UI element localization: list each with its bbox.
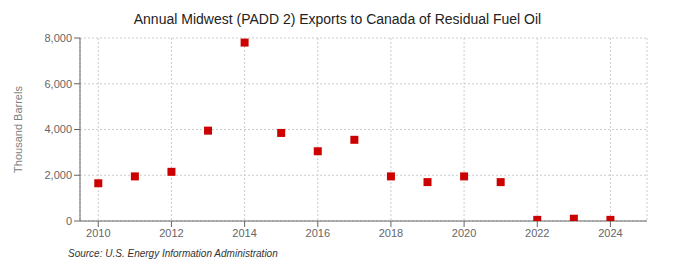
svg-text:2014: 2014 [232,227,256,239]
svg-text:2,000: 2,000 [44,169,72,181]
svg-text:4,000: 4,000 [44,123,72,135]
svg-text:2010: 2010 [86,227,110,239]
svg-text:Thousand Barrels: Thousand Barrels [12,86,24,173]
svg-text:2022: 2022 [525,227,549,239]
svg-text:2024: 2024 [598,227,622,239]
svg-text:2020: 2020 [452,227,476,239]
html-text:Annual Midwest (PADD 2) Export: Annual Midwest (PADD 2) Exports to Canad… [133,11,542,27]
svg-text:6,000: 6,000 [44,78,72,90]
svg-text:8,000: 8,000 [44,32,72,44]
svg-text:2012: 2012 [159,227,183,239]
html-text:Source: U.S. Energy Informatio: Source: U.S. Energy Information Administ… [68,248,278,259]
svg-text:2018: 2018 [379,227,403,239]
svg-text:0: 0 [66,215,72,227]
svg-text:2016: 2016 [306,227,330,239]
